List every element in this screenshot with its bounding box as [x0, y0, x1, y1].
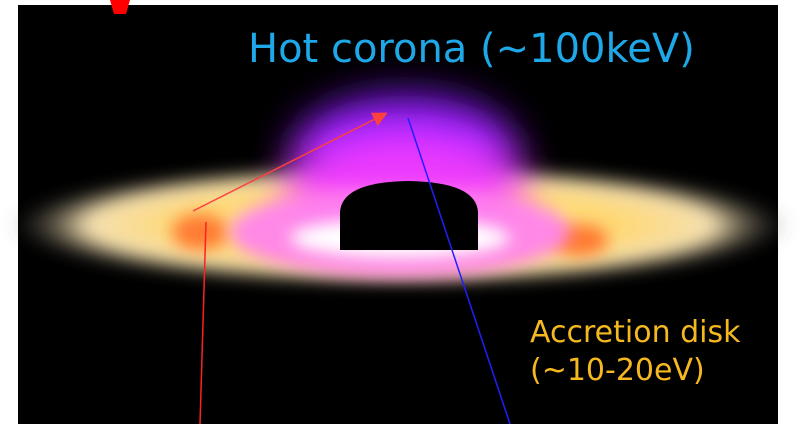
disk-label: Accretion disk: [530, 315, 741, 350]
diagram: Hot corona (~100keV) Accretion disk (~10…: [0, 0, 806, 424]
corona-label: Hot corona (~100keV): [248, 26, 695, 72]
disk-hotspot: [172, 214, 228, 250]
black-hole: [340, 181, 478, 250]
disk-label: (~10-20eV): [530, 353, 705, 388]
